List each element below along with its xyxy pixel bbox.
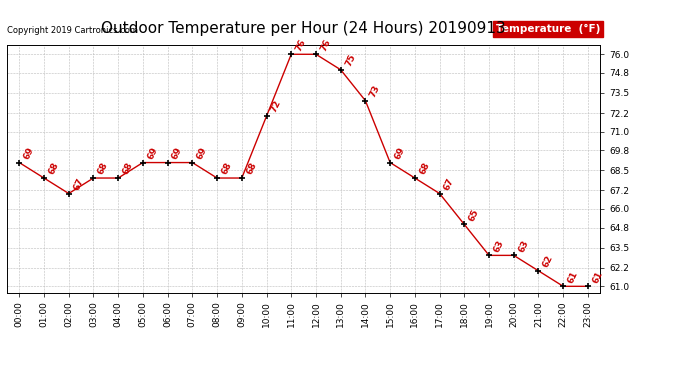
Text: 62: 62 xyxy=(542,254,555,269)
Text: 68: 68 xyxy=(418,161,431,176)
Text: 69: 69 xyxy=(146,146,159,161)
Text: 72: 72 xyxy=(270,99,283,114)
Text: 73: 73 xyxy=(368,84,382,99)
Text: 63: 63 xyxy=(492,238,506,254)
Text: 76: 76 xyxy=(319,37,333,52)
Text: 63: 63 xyxy=(517,238,530,254)
Text: 69: 69 xyxy=(22,146,36,161)
Text: 69: 69 xyxy=(393,146,406,161)
Text: 61: 61 xyxy=(566,269,580,285)
Text: 65: 65 xyxy=(467,207,481,223)
Text: Copyright 2019 Cartronics.com: Copyright 2019 Cartronics.com xyxy=(7,26,138,35)
Text: 68: 68 xyxy=(220,161,233,176)
Text: 69: 69 xyxy=(170,146,184,161)
Text: 67: 67 xyxy=(72,176,85,192)
Text: 69: 69 xyxy=(195,146,209,161)
Text: 76: 76 xyxy=(294,37,308,52)
Text: 68: 68 xyxy=(47,161,61,176)
Text: 68: 68 xyxy=(97,161,110,176)
Text: Outdoor Temperature per Hour (24 Hours) 20190913: Outdoor Temperature per Hour (24 Hours) … xyxy=(101,21,506,36)
Text: Temperature  (°F): Temperature (°F) xyxy=(496,24,600,34)
Text: 61: 61 xyxy=(591,269,604,285)
Text: 68: 68 xyxy=(245,161,258,176)
Text: 67: 67 xyxy=(442,176,456,192)
Text: 68: 68 xyxy=(121,161,135,176)
Text: 75: 75 xyxy=(344,53,357,68)
